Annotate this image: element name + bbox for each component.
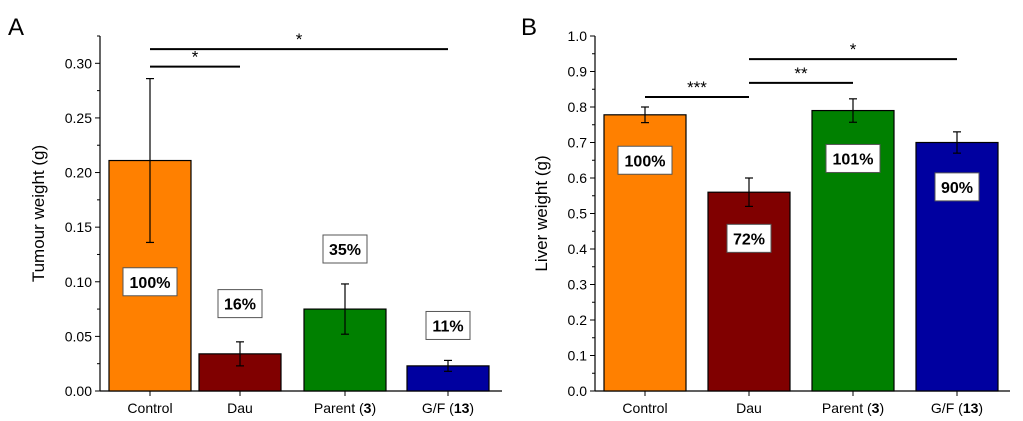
significance-stars: ***	[687, 78, 707, 97]
y-tick-label: 0.05	[65, 328, 92, 344]
y-tick-label: 0.20	[65, 165, 92, 181]
percent-label: 35%	[329, 242, 361, 259]
y-axis-title: Tumour weight (g)	[29, 145, 48, 282]
percent-label: 90%	[941, 180, 973, 197]
y-tick-label: 0.5	[568, 206, 588, 222]
panel-letter: A	[8, 14, 24, 41]
x-tick-label: Parent (3)	[822, 400, 884, 416]
percent-label-box	[425, 310, 471, 340]
percent-label-box	[217, 289, 263, 319]
y-tick-label: 0.9	[568, 64, 588, 80]
panel-a: A 0.00 0.05 0.10 0.15 0.20 0.25 0.30 Tumour weig…	[8, 14, 502, 416]
significance-stars: *	[296, 30, 303, 49]
percent-label-box	[934, 172, 980, 202]
percent-label-box	[825, 143, 881, 173]
significance-stars: **	[794, 64, 808, 83]
percent-label: 72%	[733, 231, 765, 248]
y-tick-label: 0.4	[568, 241, 588, 257]
x-tick-label: Control	[127, 400, 172, 416]
percent-label: 11%	[432, 318, 463, 335]
y-tick-label: 0.30	[65, 55, 92, 71]
x-tick-label: Parent (3)	[314, 400, 376, 416]
y-tick-label: 0.1	[568, 348, 588, 364]
y-tick-label: 0.2	[568, 312, 588, 328]
y-tick-label: 0.10	[65, 274, 92, 290]
x-tick-label: G/F (13)	[931, 400, 983, 416]
x-tick-label: G/F (13)	[422, 400, 474, 416]
y-tick-label: 0.8	[568, 99, 588, 115]
y-tick-label: 0.00	[65, 383, 92, 399]
y-tick-label: 0.6	[568, 170, 588, 186]
panel-letter: B	[521, 14, 537, 41]
percent-label-box	[617, 145, 673, 175]
y-tick-label: 0.3	[568, 277, 588, 293]
x-tick-label: Dau	[227, 400, 253, 416]
significance-stars: *	[850, 40, 857, 59]
x-tick-label: Dau	[736, 400, 762, 416]
bar	[406, 365, 490, 392]
y-tick-label: 0.7	[568, 135, 588, 151]
panel-b: B 0.0 0.1 0.2 0.3 0.4 0.5 0.6 0.7 0.8 0.9 1.0 Liver …	[521, 14, 1010, 416]
y-tick-label: 0.25	[65, 110, 92, 126]
percent-label-box	[322, 234, 368, 264]
percent-label: 101%	[833, 151, 874, 168]
significance-stars: *	[192, 48, 199, 67]
y-tick-label: 0.15	[65, 219, 92, 235]
y-tick-label: 1.0	[568, 28, 588, 44]
percent-label: 100%	[130, 275, 171, 292]
y-tick-label: 0.0	[568, 383, 588, 399]
x-tick-label: Control	[622, 400, 667, 416]
percent-label-box	[122, 267, 178, 297]
percent-label: 16%	[224, 297, 256, 314]
y-axis-title: Liver weight (g)	[532, 155, 551, 271]
percent-label: 100%	[625, 153, 666, 170]
bar	[707, 191, 791, 392]
percent-label-box	[726, 223, 772, 253]
